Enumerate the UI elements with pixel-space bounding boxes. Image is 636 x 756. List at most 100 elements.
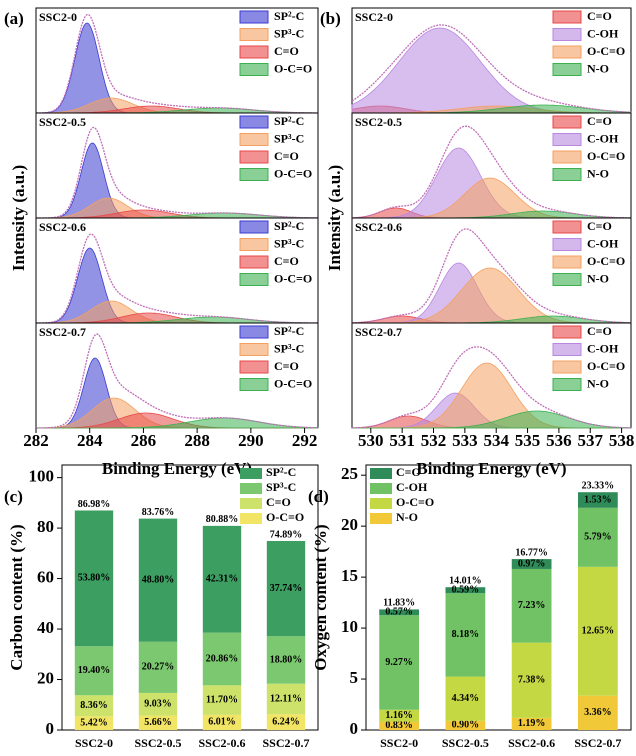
- legend-label: N-O: [587, 61, 609, 75]
- x-tick-label: SSC2-0.5: [134, 736, 181, 750]
- bar-segment: [511, 717, 552, 730]
- legend-swatch: [239, 220, 269, 234]
- spectrum-label: SSC2-0.6: [39, 220, 86, 234]
- x-tick-label: SSC2-0.5: [442, 736, 489, 750]
- envelope: [35, 13, 318, 114]
- x-tick-label: 284: [77, 431, 103, 450]
- x-tick-label: SSC2-0.6: [508, 736, 555, 750]
- x-tick-label: 534: [483, 431, 509, 450]
- total-label: 14.01%: [449, 576, 482, 587]
- y-tick-label: 100: [29, 467, 55, 486]
- y-axis-label: Intensity (a.u.): [9, 165, 28, 271]
- legend-swatch: [552, 238, 582, 251]
- legend-swatch: [552, 378, 582, 391]
- bar-segment: [138, 692, 178, 716]
- legend-swatch: [552, 63, 582, 76]
- x-tick-label: SSC2-0: [75, 736, 113, 750]
- legend-label: O-C=O: [274, 376, 312, 390]
- bar-segment: [266, 636, 306, 684]
- legend-swatch: [239, 133, 269, 146]
- x-tick-label: SSC2-0: [380, 736, 418, 750]
- segment-label: 1.19%: [518, 718, 546, 729]
- bar-segment: [138, 715, 178, 730]
- envelope: [352, 125, 632, 219]
- segment-label: 0.83%: [385, 720, 413, 731]
- segment-label: 12.11%: [270, 693, 302, 704]
- legend-swatch: [240, 483, 262, 494]
- legend-swatch: [552, 150, 582, 164]
- fit-peak: [352, 410, 632, 429]
- legend-swatch: [240, 513, 262, 524]
- segment-label: 9.27%: [385, 657, 413, 668]
- segment-label: 11.70%: [206, 694, 238, 705]
- legend-swatch: [239, 325, 269, 339]
- x-tick-label: 537: [577, 431, 603, 450]
- envelope: [36, 233, 318, 324]
- segment-label: 0.59%: [452, 585, 480, 596]
- segment-label: 37.74%: [270, 583, 303, 594]
- legend-label: SP³-C: [266, 480, 296, 494]
- bar-segment: [202, 632, 242, 686]
- legend-swatch: [370, 498, 392, 509]
- y-tick-label: 25: [341, 464, 358, 483]
- x-tick-label: 292: [292, 431, 318, 450]
- legend-label: C=O: [587, 219, 612, 233]
- legend-label: SP²-C: [274, 219, 304, 233]
- bar-segment: [578, 566, 618, 696]
- x-tick-label: 535: [515, 431, 541, 450]
- envelope: [352, 228, 631, 324]
- segment-label: 20.86%: [206, 653, 239, 664]
- legend-label: C=O: [396, 465, 421, 479]
- x-axis-label: Binding Energy (eV): [102, 459, 252, 478]
- legend-label: SP²-C: [274, 9, 304, 23]
- legend-swatch: [370, 483, 392, 494]
- bar-segment: [202, 714, 242, 730]
- total-label: 86.98%: [78, 499, 111, 510]
- panel-label: (b): [320, 9, 341, 28]
- x-tick-label: 532: [421, 431, 447, 450]
- legend-swatch: [552, 133, 582, 146]
- legend-swatch: [552, 343, 582, 356]
- legend-label: O-C=O: [587, 44, 625, 58]
- segment-label: 5.79%: [584, 532, 612, 543]
- legend-label: O-C=O: [274, 61, 312, 75]
- y-tick-label: 15: [341, 566, 358, 585]
- x-tick-label: 538: [609, 431, 635, 450]
- legend-label: C-OH: [587, 341, 619, 355]
- legend-swatch: [239, 273, 269, 286]
- legend-swatch: [239, 360, 269, 374]
- spectrum-label: SSC2-0.7: [39, 325, 86, 339]
- legend-label: SP³-C: [274, 236, 304, 250]
- bar-segment: [266, 540, 306, 637]
- y-tick-label: 40: [37, 618, 54, 637]
- legend-swatch: [552, 360, 582, 374]
- segment-label: 5.66%: [144, 717, 172, 728]
- spectrum-label: SSC2-0.6: [355, 220, 402, 234]
- legend-label: N-O: [587, 271, 609, 285]
- y-tick-label: 0: [46, 719, 55, 738]
- segment-label: 12.65%: [582, 626, 615, 637]
- legend-label: SP³-C: [274, 131, 304, 145]
- total-label: 74.89%: [270, 529, 303, 540]
- legend-label: N-O: [587, 376, 609, 390]
- legend-swatch: [239, 28, 269, 41]
- segment-label: 0.90%: [452, 720, 480, 731]
- envelope: [36, 126, 318, 219]
- legend-label: C=O: [587, 324, 612, 338]
- legend-swatch: [552, 220, 582, 234]
- legend-label: C=O: [266, 495, 291, 509]
- segment-label: 0.57%: [385, 607, 413, 618]
- legend-label: C-OH: [396, 480, 428, 494]
- segment-label: 18.80%: [270, 654, 303, 665]
- bar-segment: [379, 721, 419, 730]
- legend-label: C-OH: [587, 236, 619, 250]
- bar-segment: [266, 683, 306, 715]
- segment-label: 1.53%: [584, 494, 612, 505]
- y-axis-label: Oxygen content (%): [311, 524, 330, 670]
- legend-swatch: [240, 498, 262, 509]
- legend-swatch: [370, 468, 392, 479]
- legend-swatch: [552, 45, 582, 59]
- legend-label: SP²-C: [266, 465, 296, 479]
- total-label: 80.88%: [206, 514, 239, 525]
